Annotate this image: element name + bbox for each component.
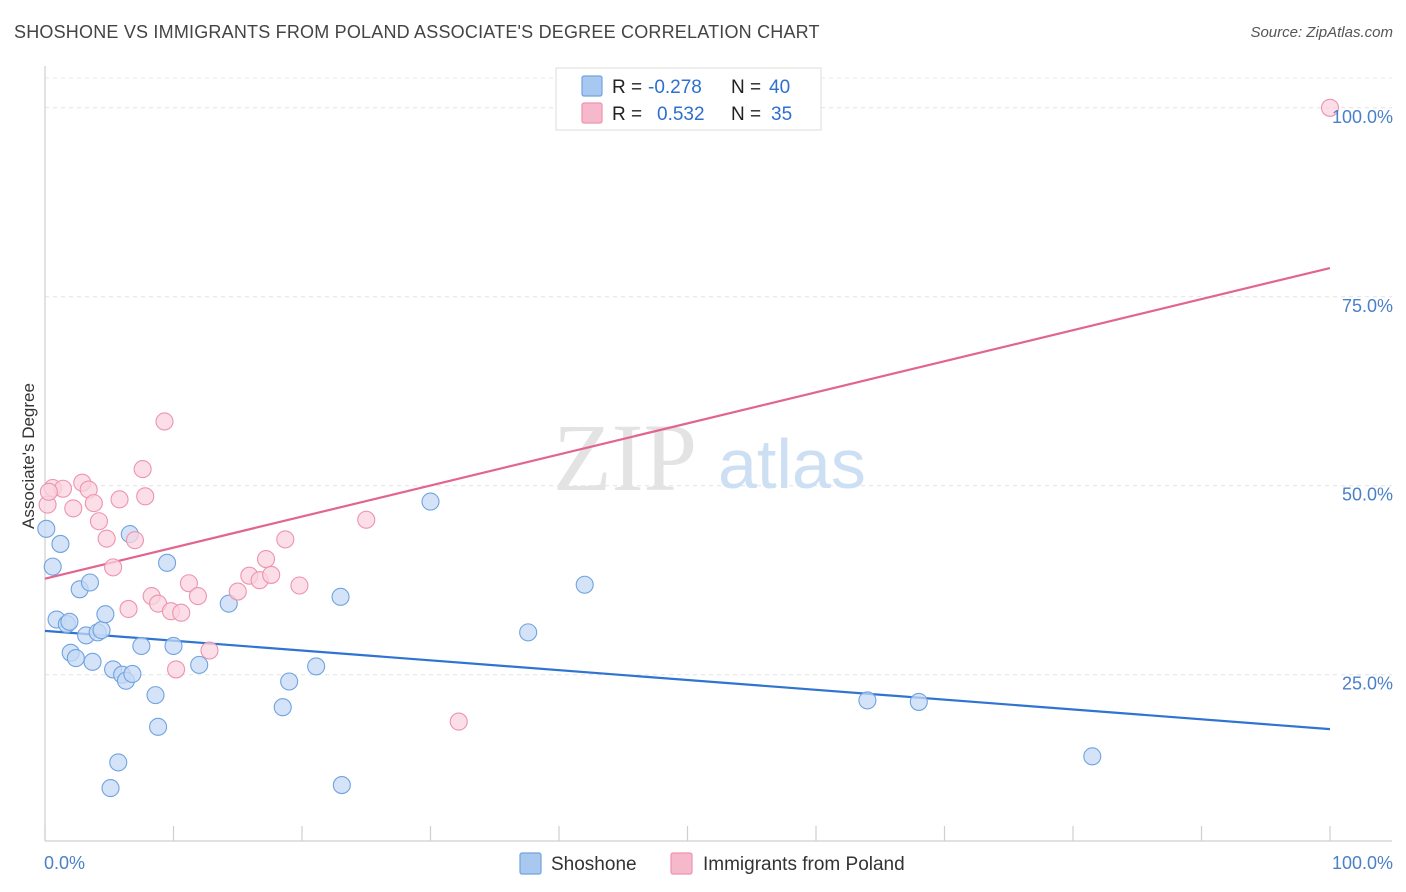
poland-point-24 [228,582,247,601]
x-tick-label-max: 100.0% [1332,853,1393,873]
poland-point-14 [136,487,155,506]
correlation-legend: R = -0.278 N = 40 R = 0.532 N = 35 [555,67,822,131]
poland-point-13 [133,460,152,479]
shoshone-point-23 [158,553,177,572]
shoshone-trend-line [44,629,1331,731]
legend-r-value-poland: 0.532 [657,104,705,125]
shoshone-point-1 [43,557,62,576]
legend-n-label-shoshone: N = [731,77,761,98]
legend-swatch-poland-bottom [670,852,693,875]
shoshone-point-22 [149,717,168,736]
chart-title: SHOSHONE VS IMMIGRANTS FROM POLAND ASSOC… [14,22,820,42]
y-tick-label-100: 100.0% [1332,107,1393,127]
shoshone-point-33 [332,776,351,795]
shoshone-point-38 [909,692,928,711]
legend-label-shoshone: Shoshone [551,854,637,875]
watermark-zip: ZIP [553,404,697,511]
series-poland-points [38,98,1340,731]
shoshone-point-27 [109,753,128,772]
legend-label-poland: Immigrants from Poland [703,854,905,875]
shoshone-point-34 [421,492,440,511]
series-legend: Shoshone Immigrants from Poland [519,852,905,875]
poland-point-20 [179,574,198,593]
axes [44,66,1392,842]
poland-point-34 [39,482,58,501]
shoshone-point-31 [307,657,326,676]
trend-lines [44,266,1331,731]
shoshone-point-24 [164,636,183,656]
y-tick-label-25: 25.0% [1342,674,1393,694]
series-shoshone-points [37,492,1102,798]
shoshone-point-26 [219,594,238,613]
poland-point-31 [357,510,376,529]
poland-point-19 [172,603,191,622]
poland-point-29 [276,530,295,549]
poland-point-32 [449,712,468,731]
poland-point-30 [290,576,309,595]
shoshone-point-11 [83,652,102,671]
poland-point-6 [84,494,103,513]
shoshone-point-29 [273,698,292,717]
shoshone-point-25 [190,655,209,674]
poland-point-28 [262,565,281,584]
watermark-atlas: atlas [718,425,866,503]
y-tick-label-50: 50.0% [1342,485,1393,505]
shoshone-point-13 [92,621,111,640]
shoshone-point-5 [60,612,79,631]
source-attribution: Source: ZipAtlas.com [1250,24,1393,41]
y-axis-label: Associate's Degree [19,383,38,529]
legend-r-label-shoshone: R = [612,77,642,98]
shoshone-point-28 [101,779,120,798]
poland-point-17 [155,412,174,431]
shoshone-point-0 [37,519,56,538]
shoshone-point-2 [51,534,70,553]
shoshone-point-18 [123,664,142,684]
x-tick-label-min: 0.0% [44,853,85,873]
poland-trend-line [44,266,1331,580]
poland-point-23 [167,660,186,679]
tick-labels: 25.0% 50.0% 75.0% 100.0% 0.0% 100.0% [44,107,1393,873]
shoshone-point-10 [80,573,100,592]
legend-swatch-shoshone [581,75,603,97]
gridlines [45,77,1392,676]
y-tick-label-75: 75.0% [1342,296,1393,316]
poland-point-12 [125,531,144,550]
poland-point-22 [200,641,219,660]
poland-point-10 [110,490,129,509]
shoshone-point-20 [132,636,151,656]
legend-r-label-poland: R = [612,104,642,125]
data-points [37,98,1340,798]
legend-r-value-shoshone: -0.278 [648,77,702,98]
poland-point-7 [89,512,109,531]
poland-point-27 [256,550,276,569]
shoshone-point-7 [66,649,85,668]
shoshone-point-36 [575,575,594,594]
shoshone-point-30 [280,672,299,691]
legend-n-label-poland: N = [731,104,761,125]
shoshone-point-21 [146,686,165,705]
poland-point-3 [64,499,83,518]
legend-swatch-poland [581,102,603,124]
poland-point-8 [97,529,116,548]
poland-point-9 [104,558,123,577]
poland-point-33 [1320,98,1340,117]
poland-point-21 [188,587,207,606]
shoshone-point-39 [1083,747,1102,766]
legend-swatch-shoshone-bottom [519,852,542,875]
shoshone-point-32 [331,587,350,606]
poland-point-11 [119,599,138,618]
legend-n-value-shoshone: 40 [769,77,790,98]
legend-n-value-poland: 35 [771,104,792,125]
shoshone-point-35 [519,623,538,642]
shoshone-point-37 [858,691,877,710]
shoshone-point-14 [96,605,115,624]
